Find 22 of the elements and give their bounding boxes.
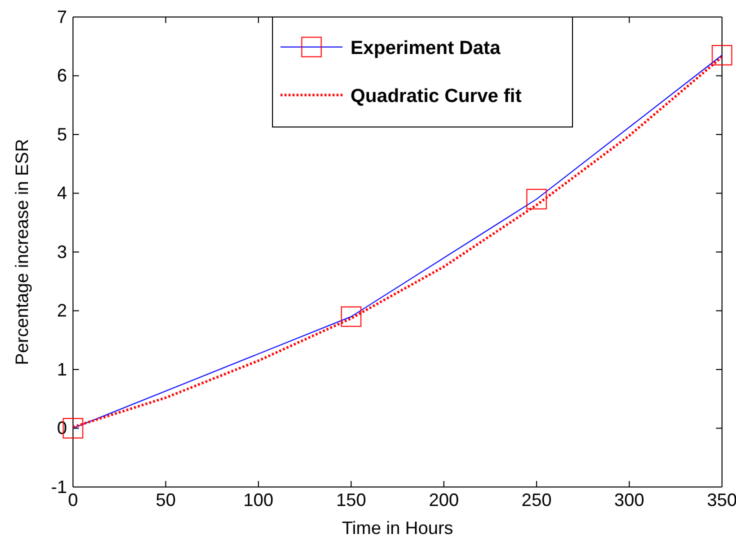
y-tick-label: 5	[56, 124, 67, 144]
y-tick-label: -1	[50, 476, 67, 497]
legend-label: Quadratic Curve fit	[350, 86, 522, 107]
x-tick-label: 350	[706, 490, 736, 510]
y-tick-label: 2	[56, 300, 67, 321]
y-tick-label: 6	[56, 66, 67, 86]
y-tick-label: 3	[56, 242, 67, 262]
x-tick-label: 50	[156, 490, 176, 510]
x-tick-label: 250	[522, 490, 552, 510]
point	[340, 306, 362, 327]
x-tick-label: 200	[428, 490, 459, 510]
x-tick-label: 150	[336, 490, 366, 510]
x-tick-label: 300	[614, 490, 644, 510]
y-axis-title: Percentage increase in ESR	[12, 138, 32, 366]
x-axis-title: Time in Hours	[342, 518, 454, 538]
y-tick-label: 4	[56, 183, 67, 204]
point	[712, 44, 732, 66]
y-tick-label: 7	[56, 6, 67, 27]
y-tick-label: 1	[56, 359, 67, 380]
x-tick-label: 100	[243, 490, 274, 510]
legend-label: Experiment Data	[350, 38, 501, 59]
point	[526, 188, 547, 210]
